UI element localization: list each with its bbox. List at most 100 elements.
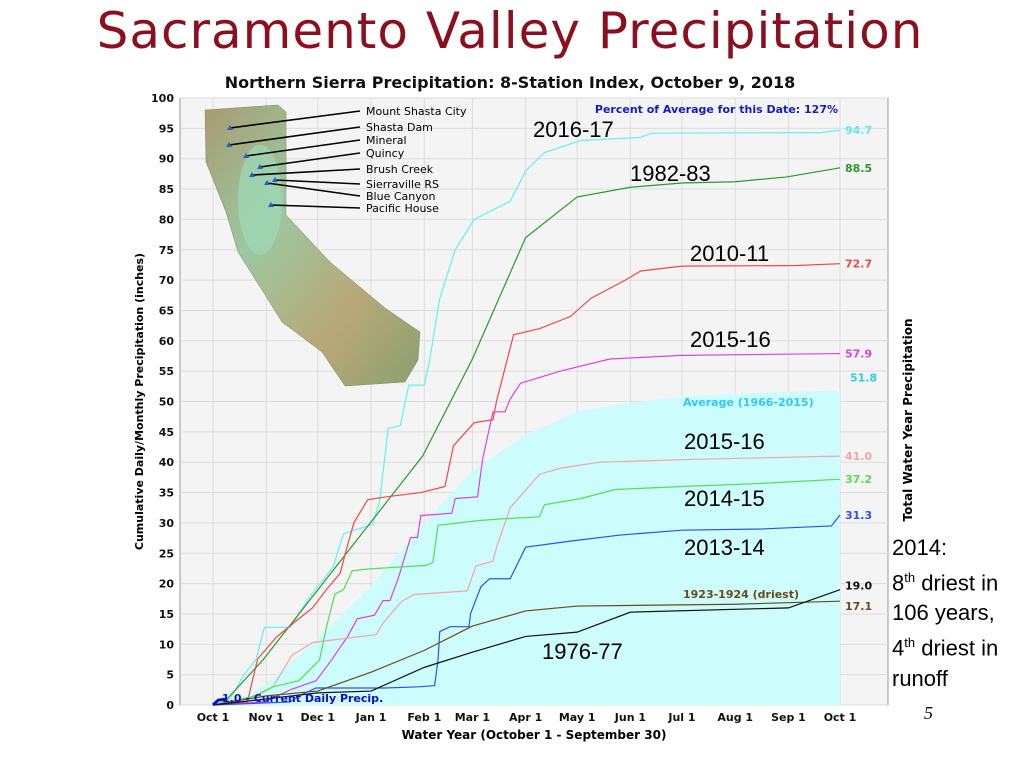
station-leader-line [270, 204, 361, 209]
series-line-1982-83 [221, 167, 841, 706]
chart-title: Northern Sierra Precipitation: 8-Station… [224, 73, 796, 92]
y-tick-label: 40 [159, 456, 175, 469]
y-tick-label: 50 [159, 396, 175, 409]
y-tick-label: 45 [159, 426, 174, 439]
series-total-label: 17.1 [845, 600, 872, 613]
page-number: 5 [924, 703, 933, 723]
note-num: 4 [892, 635, 905, 661]
x-tick-label: Feb 1 [407, 711, 441, 724]
series-total-label: 41.0 [845, 450, 872, 463]
series-annotation: Average (1966-2015) [683, 396, 814, 409]
x-tick-label: Jan 1 [355, 711, 387, 724]
average-total-label: 51.8 [850, 372, 877, 385]
x-tick-label: Apr 1 [509, 711, 542, 724]
y-tick-label: 30 [159, 517, 175, 530]
note-line: 8th driest in [892, 563, 998, 598]
station-label: Sierraville RS [366, 178, 439, 191]
y-tick-label: 65 [159, 304, 174, 317]
series-annotation: 2013-14 [684, 535, 765, 560]
station-leader-line [259, 152, 361, 168]
x-tick-label: Aug 1 [717, 711, 753, 724]
series-line-2013-14 [212, 514, 841, 706]
x-tick-label: May 1 [559, 711, 596, 724]
series-total-label: 57.9 [845, 348, 872, 361]
series-total-label: 94.7 [845, 124, 872, 137]
station-leader-line [229, 110, 361, 129]
y-tick-label: 95 [159, 122, 174, 135]
x-tick-label: Dec 1 [300, 711, 335, 724]
y-tick-label: 35 [159, 487, 174, 500]
station-label: Pacific House [366, 202, 439, 215]
x-tick-label: Nov 1 [249, 711, 284, 724]
station-leader-line [274, 179, 361, 185]
note-line: 2014: [892, 535, 948, 560]
note-text: driest in [915, 635, 999, 661]
x-tick-label: Mar 1 [455, 711, 490, 724]
y-tick-label: 70 [159, 274, 175, 287]
series-line-current-daily-precip- [211, 697, 227, 707]
station-marker-icon [257, 164, 263, 169]
series-line-2010-11 [212, 263, 841, 706]
y-tick-label: 25 [159, 547, 174, 560]
station-label: Quincy [366, 147, 405, 160]
note-line: 106 years, [892, 600, 995, 626]
y-tick-label: 100 [151, 92, 174, 105]
y-tick-label: 55 [159, 365, 174, 378]
x-tick-label: Jun 1 [614, 711, 646, 724]
series-line-1923-1924-driest- [212, 600, 841, 706]
x-tick-label: Sep 1 [771, 711, 806, 724]
y-tick-label: 80 [159, 213, 175, 226]
y-axis-label: Cumulative Daily/Monthly Precipitation (… [133, 253, 146, 550]
station-marker-icon [272, 177, 278, 182]
station-label: Mount Shasta City [366, 105, 467, 118]
y-tick-label: 10 [159, 638, 175, 651]
series-annotation: 1976-77 [542, 639, 623, 664]
series-total-label: 31.3 [845, 509, 872, 522]
station-leader-line [245, 139, 361, 157]
series-total-label: 72.7 [845, 258, 872, 271]
y-tick-label: 90 [159, 153, 175, 166]
y-tick-label: 15 [159, 608, 174, 621]
station-label: Mineral [366, 134, 407, 147]
series-line-2015-16 [212, 352, 841, 706]
station-label: Shasta Dam [366, 121, 433, 134]
series-line-2015-16 [212, 455, 841, 706]
x-tick-label: Jul 1 [667, 711, 695, 724]
y-tick-label: 60 [159, 335, 175, 348]
station-marker-icon [268, 202, 274, 207]
note-sup: th [904, 570, 916, 585]
station-label: Brush Creek [366, 163, 434, 176]
note-line: runoff [892, 665, 948, 691]
station-label: Blue Canyon [366, 190, 435, 203]
series-annotation: 2010-11 [690, 241, 769, 266]
series-annotation: 1982-83 [630, 161, 711, 186]
station-leader-line [228, 126, 361, 146]
drought-note: 2014: 8th driest in 106 years, 4th dries… [892, 533, 998, 694]
station-leader-line [266, 182, 361, 197]
series-line-2014-15 [212, 478, 841, 706]
series-total-label: 19.0 [845, 580, 872, 593]
series-line-2016-17 [212, 129, 841, 706]
note-sup: th [904, 635, 916, 651]
station-marker-icon [227, 125, 233, 130]
note-text: driest in [915, 570, 999, 596]
y-tick-label: 5 [166, 669, 174, 682]
central-valley-shape [238, 145, 282, 255]
y-axis-right-label: Total Water Year Precipitation [901, 318, 915, 521]
station-marker-icon [243, 153, 249, 158]
series-line-1976-77 [212, 589, 841, 706]
average-area [213, 390, 840, 705]
x-tick-label: Oct 1 [824, 711, 857, 724]
y-tick-label: 75 [159, 244, 174, 257]
y-tick-label: 0 [166, 699, 174, 712]
percent-of-average: Percent of Average for this Date: 127% [595, 103, 838, 116]
note-num: 8 [892, 570, 905, 596]
series-annotation: 1.0 - Current Daily Precip. [222, 692, 383, 705]
series-annotation: 2015-16 [684, 429, 765, 454]
x-tick-label: Oct 1 [197, 711, 230, 724]
series-annotation: 2014-15 [684, 486, 765, 511]
note-line: 4th driest in [892, 628, 998, 663]
series-total-label: 37.2 [845, 473, 872, 486]
series-annotation: 1923-1924 (driest) [683, 588, 799, 601]
